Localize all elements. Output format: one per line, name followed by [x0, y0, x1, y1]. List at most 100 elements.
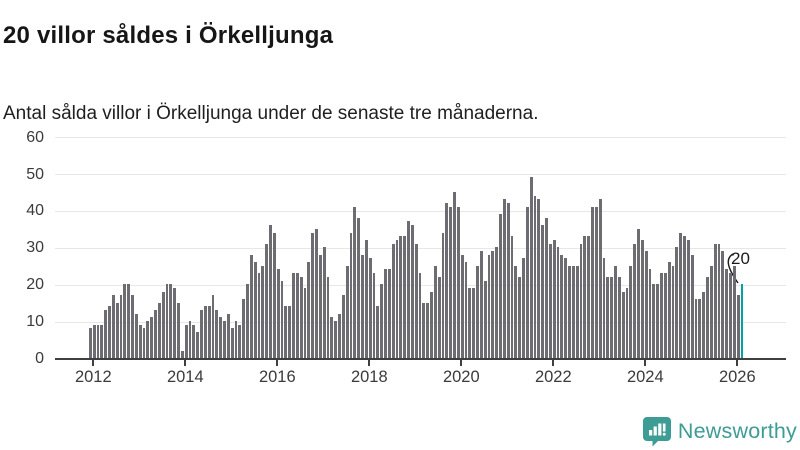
bar	[667, 262, 671, 358]
bar	[468, 287, 472, 358]
bar	[694, 298, 698, 358]
bar	[330, 317, 334, 358]
y-tick-label: 60	[26, 128, 44, 146]
newsworthy-logo-text: Newsworthy	[677, 418, 797, 443]
bar	[318, 254, 322, 358]
bar	[407, 221, 410, 358]
bar	[372, 273, 376, 358]
y-tick-label: 30	[26, 239, 44, 257]
bar	[311, 232, 315, 358]
bar	[230, 328, 234, 358]
bar	[403, 236, 407, 358]
bar	[721, 250, 725, 358]
bar	[640, 239, 644, 358]
bar	[430, 291, 433, 358]
bar	[196, 332, 200, 358]
bar	[410, 225, 414, 358]
newsworthy-logo[interactable]: Newsworthy	[642, 415, 797, 447]
bar	[575, 265, 579, 358]
newsworthy-logo-icon	[642, 416, 671, 446]
bar	[364, 239, 368, 358]
bar	[154, 310, 157, 358]
bar	[522, 258, 525, 358]
bar	[215, 310, 219, 358]
bar	[353, 206, 357, 358]
bar	[633, 243, 637, 358]
bar	[119, 295, 123, 358]
bar	[510, 236, 514, 358]
bar	[690, 254, 694, 358]
bar	[518, 276, 522, 358]
bar	[361, 254, 364, 358]
x-tick-label: 2026	[718, 368, 756, 386]
bar	[449, 206, 453, 358]
bar	[629, 265, 633, 358]
bar	[445, 203, 449, 358]
y-tick-label: 0	[35, 350, 44, 367]
bar	[717, 243, 721, 358]
bar	[502, 199, 506, 358]
bar	[180, 350, 184, 358]
bar	[414, 243, 418, 358]
bar	[203, 306, 207, 358]
bar	[610, 276, 614, 358]
bar	[552, 239, 556, 358]
bar	[614, 265, 617, 358]
bar	[96, 324, 100, 358]
gridline-50	[55, 174, 786, 175]
bar	[564, 258, 568, 358]
x-tick	[552, 360, 555, 366]
bar	[142, 328, 146, 358]
bar	[456, 206, 460, 358]
bar	[671, 265, 675, 358]
bar	[299, 276, 303, 358]
bar	[257, 273, 261, 358]
bar	[568, 265, 571, 358]
bar	[495, 247, 499, 358]
bar	[706, 276, 709, 358]
bar	[637, 228, 640, 358]
bar	[571, 265, 575, 358]
chart-subtitle: Antal sålda villor i Örkelljunga under d…	[3, 103, 539, 124]
bar	[698, 298, 702, 358]
bar	[514, 265, 518, 358]
bar	[602, 258, 606, 358]
x-axis-line	[55, 358, 786, 360]
x-tick	[368, 360, 371, 366]
bar	[418, 273, 422, 358]
bar	[100, 324, 104, 358]
bar	[433, 265, 437, 358]
bar	[211, 295, 215, 358]
bar	[134, 313, 138, 358]
x-tick-label: 2012	[74, 368, 112, 386]
bar	[280, 280, 284, 358]
bar	[92, 324, 96, 358]
bar	[177, 302, 180, 358]
bar	[387, 269, 391, 358]
bar	[426, 302, 430, 358]
x-tick-label: 2024	[626, 368, 664, 386]
bar	[123, 284, 127, 358]
bar	[326, 276, 330, 358]
bar	[295, 273, 299, 358]
bar	[380, 284, 384, 358]
bar	[395, 239, 399, 358]
bar	[173, 287, 177, 358]
bar	[242, 298, 246, 358]
bar	[138, 324, 142, 358]
bar	[276, 269, 280, 358]
bar	[376, 306, 380, 358]
bar	[725, 269, 729, 358]
bar	[679, 232, 683, 358]
bar	[621, 291, 625, 358]
bar	[652, 284, 656, 358]
bar	[349, 232, 353, 358]
bar	[437, 276, 441, 358]
highlighted-bar	[740, 284, 744, 358]
x-tick	[276, 360, 279, 366]
bar	[265, 243, 269, 358]
bar	[108, 306, 111, 358]
bar	[732, 265, 736, 358]
bar	[491, 250, 495, 358]
page-title: 20 villor såldes i Örkelljunga	[3, 22, 334, 50]
